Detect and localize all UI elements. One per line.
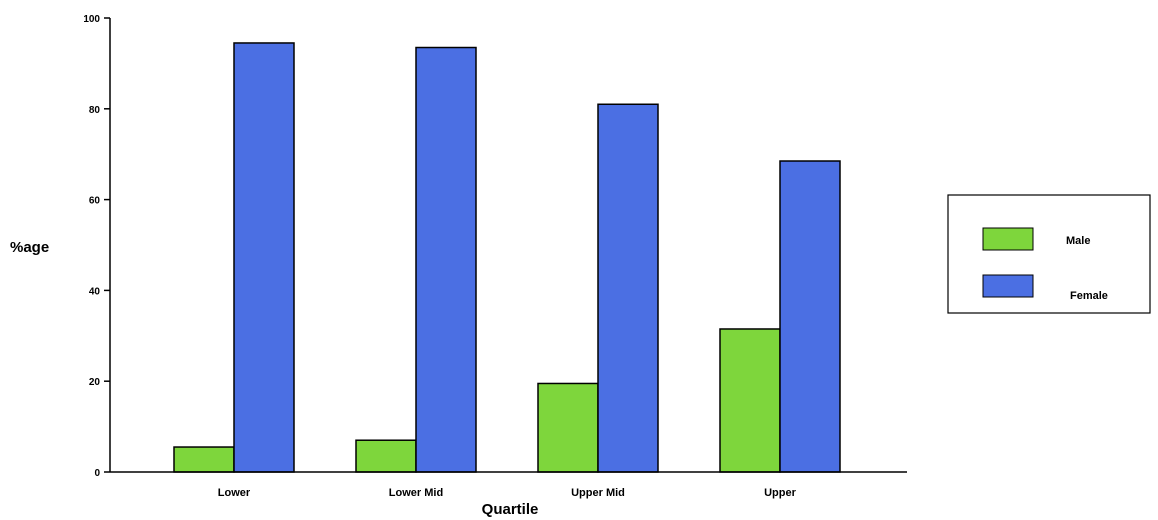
bar-male-lower — [173, 446, 235, 473]
x-tick-label: Upper Mid — [571, 487, 625, 499]
bar-male-upper — [719, 328, 781, 473]
bar-female-lower — [233, 42, 295, 473]
bar-female-upper-mid — [597, 103, 659, 473]
legend: Male Female — [947, 194, 1151, 314]
y-tick-label: 80 — [89, 105, 101, 116]
x-axis-title: Quartile — [482, 501, 539, 518]
legend-swatch-female — [982, 274, 1034, 298]
bar-male-lower-mid — [355, 439, 417, 473]
y-tick-label: 0 — [94, 468, 100, 479]
x-tick-label: Upper — [764, 487, 797, 499]
x-tick-label: Lower Mid — [389, 487, 443, 499]
x-axis-labels: Lower Lower Mid Upper Mid Upper — [218, 487, 797, 499]
y-axis-ticks: 0 20 40 60 80 100 — [83, 14, 110, 479]
x-tick-label: Lower — [218, 487, 251, 499]
bar-female-lower-mid — [415, 46, 477, 473]
legend-label-female: Female — [1070, 290, 1108, 302]
legend-swatch-male — [982, 227, 1034, 251]
bars — [173, 42, 841, 473]
bar-female-upper — [779, 160, 841, 473]
legend-box — [947, 194, 1151, 314]
y-axis-title: %age — [10, 239, 49, 256]
y-tick-label: 60 — [89, 196, 101, 207]
y-tick-label: 100 — [83, 14, 100, 25]
bar-male-upper-mid — [537, 382, 599, 473]
y-tick-label: 20 — [89, 377, 101, 388]
legend-label-male: Male — [1066, 235, 1090, 247]
y-tick-label: 40 — [89, 286, 101, 297]
